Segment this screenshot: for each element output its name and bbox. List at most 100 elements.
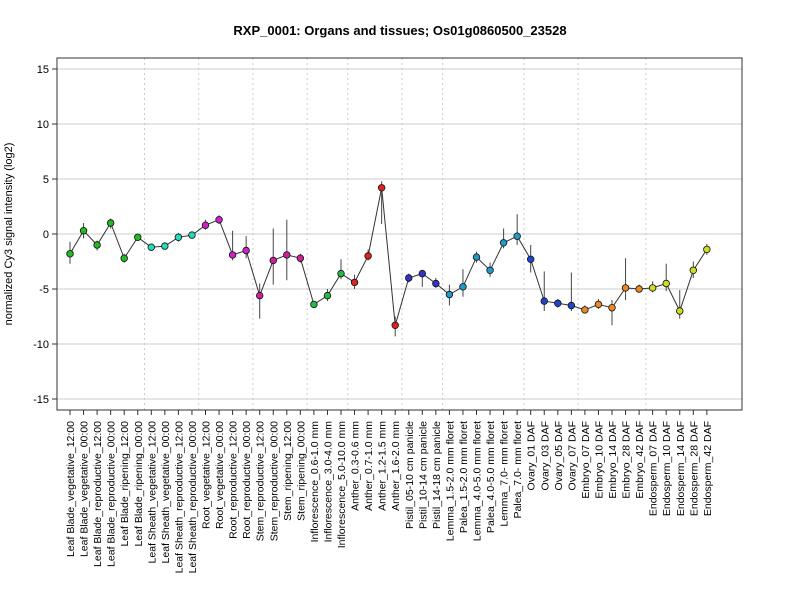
x-tick-label: Leaf Sheath_reproductive_12:00 [173, 421, 185, 574]
x-tick-label: Inflorescence_5.0-10.0 mm [336, 421, 348, 548]
y-tick-label: 0 [43, 229, 49, 241]
x-tick-label: Root_vegetative_12:00 [201, 421, 213, 529]
data-point [459, 283, 467, 291]
data-point [350, 278, 359, 287]
x-tick-label: Embryo_42 DAF [634, 421, 646, 499]
data-point [594, 300, 603, 309]
x-tick-label: Stem_ripening_12:00 [282, 421, 294, 521]
x-tick-label: Root_vegetative_00:00 [214, 421, 226, 529]
y-tick-label: -5 [39, 284, 49, 296]
x-tick-label: Pistil_10-14 cm panicle [417, 421, 429, 529]
x-tick-label: Palea_1.5-2.0 mm floret [458, 421, 470, 533]
data-point [337, 269, 345, 278]
data-point [256, 291, 264, 300]
y-tick-label: 10 [37, 119, 49, 131]
x-tick-label: Palea_7.0- mm floret [512, 421, 524, 519]
x-tick-label: Leaf Blade_ripening_00:00 [133, 421, 145, 547]
x-tick-label: Endosperm_28 DAF [688, 421, 700, 516]
x-tick-label: Endosperm_42 DAF [702, 421, 714, 516]
x-tick-label: Anther_1.2-1.5 mm [377, 421, 389, 511]
data-point [364, 252, 372, 260]
data-point [201, 221, 210, 229]
data-point [147, 243, 155, 251]
x-tick-label: Leaf Blade_reproductive_12:00 [92, 421, 104, 567]
data-point [405, 274, 413, 282]
x-tick-label: Root_reproductive_00:00 [241, 421, 253, 539]
data-point [540, 297, 548, 305]
data-point [648, 284, 657, 292]
data-point [689, 266, 697, 274]
data-point [161, 242, 169, 250]
y-tick-label: 15 [37, 64, 49, 76]
x-tick-label: Inflorescence_3.0-4.0 mm [322, 421, 334, 543]
x-tick-label: Ovary_01 DAF [526, 421, 538, 490]
data-point [703, 245, 711, 254]
data-point [472, 253, 481, 261]
x-tick-label: Pistil_05-10 cm panicle [404, 421, 416, 529]
data-point [310, 300, 318, 309]
y-tick-label: -10 [33, 339, 49, 351]
x-tick-label: Stem_ripening_00:00 [295, 421, 307, 521]
y-tick-label: -15 [33, 394, 49, 406]
x-axis: Leaf Blade_vegetative_12:00 Leaf Blade_ve… [65, 410, 714, 573]
data-point [323, 291, 332, 300]
data-point [608, 304, 616, 312]
data-point [120, 254, 128, 262]
x-tick-label: Stem_reproductive_00:00 [268, 421, 280, 541]
x-tick-label: Embryo_28 DAF [621, 421, 633, 499]
x-tick-label: Ovary_07 DAF [566, 421, 578, 490]
data-point [283, 251, 291, 259]
x-tick-label: Endosperm_10 DAF [661, 421, 673, 516]
data-point [635, 285, 643, 293]
chart-title: RXP_0001: Organs and tissues; Os01g08605… [233, 23, 566, 38]
data-point [228, 251, 237, 259]
x-tick-label: Ovary_03 DAF [539, 421, 551, 490]
data-point [581, 306, 589, 314]
x-tick-label: Embryo_10 DAF [593, 421, 605, 499]
x-tick-label: Leaf Sheath_reproductive_00:00 [187, 421, 199, 574]
grid-lines [57, 68, 742, 400]
data-point [377, 184, 386, 192]
data-point [269, 256, 277, 265]
data-point [215, 215, 223, 224]
data-point [66, 250, 74, 258]
data-point [296, 254, 305, 262]
x-tick-label: Embryo_14 DAF [607, 421, 619, 499]
x-tick-label: Embryo_07 DAF [580, 421, 592, 499]
data-point [188, 231, 196, 239]
data-point [486, 266, 494, 274]
data-point [79, 226, 88, 235]
x-tick-label: Root_reproductive_12:00 [228, 421, 240, 539]
x-tick-label: Lemma_4.0-5.0 mm floret [472, 421, 484, 541]
x-tick-label: Palea_4.0-5.0 mm floret [485, 421, 497, 533]
x-tick-label: Leaf Sheath_vegetative_12:00 [146, 421, 158, 564]
data-point [621, 284, 630, 292]
x-tick-label: Leaf Blade_reproductive_00:00 [106, 421, 118, 567]
x-tick-label: Anther_0.3-0.6 mm [350, 421, 362, 511]
data-point [242, 246, 250, 255]
data-point [445, 290, 454, 299]
x-tick-label: Anther_0.7-1.0 mm [363, 421, 375, 511]
x-tick-label: Endosperm_14 DAF [675, 421, 687, 516]
data-point [134, 233, 142, 241]
data-point [418, 269, 426, 278]
x-tick-label: Pistil_14-18 cm panicle [431, 421, 443, 529]
data-point [567, 301, 576, 310]
y-axis: -15 -10 -5 0 5 10 15 [33, 64, 57, 406]
x-tick-label: Leaf Blade_vegetative_12:00 [65, 421, 77, 557]
y-axis-label: normalized Cy3 signal intensity (log2) [3, 143, 15, 326]
data-point [432, 279, 440, 288]
data-point [662, 279, 670, 288]
x-tick-label: Lemma_7.0- mm floret [499, 421, 511, 527]
data-point [106, 219, 115, 227]
x-tick-label: Inflorescence_0.6-1.0 mm [309, 421, 321, 543]
x-tick-label: Leaf Sheath_vegetative_00:00 [160, 421, 172, 564]
group-separators [144, 58, 647, 410]
data-point [93, 241, 101, 249]
data-point [676, 307, 684, 315]
x-tick-label: Anther_1.6-2.0 mm [390, 421, 402, 511]
x-tick-label: Leaf Blade_ripening_12:00 [119, 421, 131, 547]
x-tick-label: Stem_reproductive_12:00 [255, 421, 267, 541]
x-tick-label: Endosperm_07 DAF [648, 421, 660, 516]
